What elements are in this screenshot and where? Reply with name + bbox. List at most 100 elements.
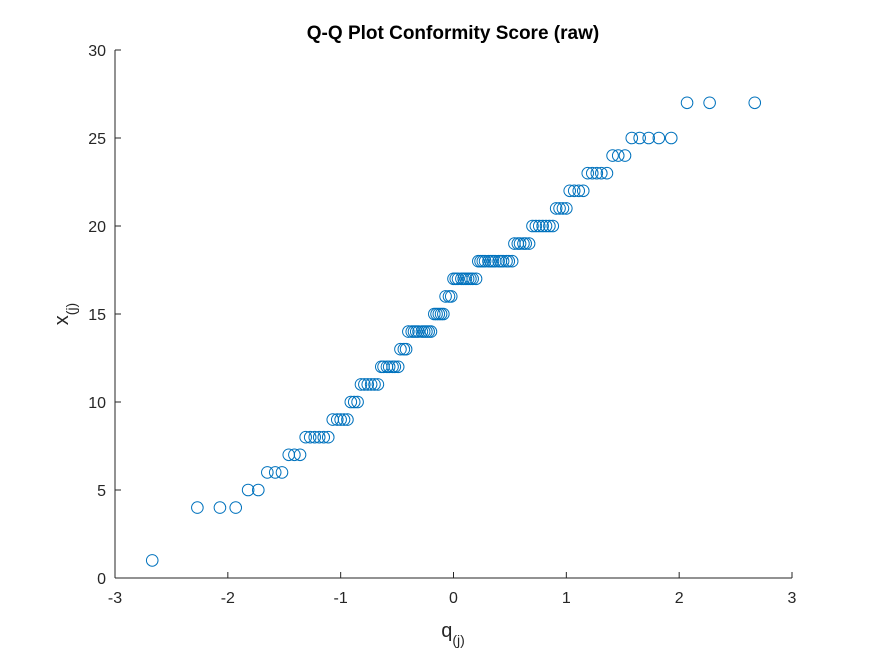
x-tick-label: -3	[108, 590, 122, 607]
y-axis-label-base: x	[51, 315, 73, 325]
data-point	[581, 166, 595, 180]
data-point	[563, 184, 577, 198]
x-axis-label: q(j)	[441, 620, 465, 648]
y-axis-label-subscript: (j)	[63, 303, 79, 315]
data-point	[442, 290, 456, 303]
data-point	[560, 202, 573, 215]
data-point	[539, 219, 553, 233]
data-point	[251, 483, 265, 497]
x-tick-label: 1	[562, 590, 571, 607]
data-point	[553, 202, 566, 215]
data-point	[364, 378, 378, 391]
data-point	[444, 290, 458, 303]
data-point	[382, 360, 396, 374]
y-tick-label: 0	[97, 571, 106, 588]
data-point	[466, 272, 479, 286]
data-point	[293, 448, 307, 462]
data-point	[522, 237, 536, 250]
data-point	[213, 501, 227, 514]
data-point	[439, 290, 452, 303]
axes: -3 -2 -1 0 1 2 3 0 5 10 15 20 25 30	[88, 43, 796, 607]
x-axis-label-subscript: (j)	[452, 632, 464, 648]
data-point	[191, 501, 204, 514]
data-point	[268, 466, 282, 479]
data-point	[402, 325, 415, 338]
data-point	[513, 237, 527, 250]
data-point	[321, 430, 335, 444]
data-point	[354, 378, 368, 391]
data-point	[288, 448, 301, 462]
y-tick-label: 20	[88, 219, 106, 236]
x-tick-label: -2	[221, 590, 235, 607]
data-point	[543, 219, 556, 233]
data-point	[312, 430, 326, 444]
data-point	[652, 131, 666, 145]
data-point	[529, 219, 543, 233]
data-point	[344, 395, 358, 409]
data-point	[703, 96, 716, 110]
x-tick-label: 2	[675, 590, 684, 607]
y-tick-label: 5	[97, 483, 106, 500]
data-point	[334, 413, 347, 426]
chart-title: Q-Q Plot Conformity Score (raw)	[307, 23, 599, 44]
data-point	[424, 325, 438, 338]
data-point	[394, 342, 407, 356]
data-point	[642, 131, 656, 145]
data-point	[347, 395, 361, 409]
data-point	[358, 378, 371, 391]
data-point	[556, 202, 570, 215]
data-point	[303, 430, 317, 444]
data-point	[317, 430, 331, 444]
data-point	[241, 483, 255, 497]
data-point	[330, 413, 344, 426]
data-point	[505, 254, 519, 268]
y-tick-label: 15	[88, 307, 106, 324]
data-point	[526, 219, 539, 233]
data-point	[549, 202, 563, 215]
data-point	[532, 219, 546, 233]
data-point	[437, 307, 450, 321]
data-point	[611, 149, 625, 162]
data-point	[664, 131, 678, 145]
data-point	[567, 184, 581, 198]
data-point	[633, 131, 646, 145]
data-point	[361, 378, 375, 391]
data-point	[576, 184, 590, 198]
data-point	[590, 166, 604, 180]
data-point	[451, 272, 465, 286]
data-point	[748, 96, 762, 110]
data-point	[341, 413, 354, 426]
x-tick-label: -1	[334, 590, 348, 607]
x-tick-label: 3	[788, 590, 797, 607]
x-tick-label: 0	[449, 590, 458, 607]
data-point	[397, 342, 411, 356]
data-point	[595, 166, 608, 180]
y-tick-label: 10	[88, 395, 106, 412]
data-point	[412, 325, 425, 338]
data-point	[275, 466, 289, 479]
data-points	[145, 96, 762, 567]
data-point	[371, 378, 385, 391]
data-point	[388, 360, 402, 374]
data-point	[680, 96, 694, 110]
y-tick-label: 30	[88, 43, 106, 60]
data-point	[229, 501, 243, 514]
data-point	[145, 554, 159, 567]
data-point	[600, 166, 614, 180]
data-point	[585, 166, 599, 180]
data-point	[261, 466, 274, 479]
data-point	[478, 254, 492, 268]
data-point	[308, 430, 322, 444]
data-point	[368, 378, 381, 391]
data-point	[572, 184, 586, 198]
data-point	[606, 149, 619, 162]
data-point	[546, 219, 560, 233]
data-point	[299, 430, 312, 444]
data-point	[536, 219, 549, 233]
y-ticks: 0 5 10 15 20 25 30	[88, 43, 121, 588]
data-point	[469, 272, 483, 286]
data-point	[351, 395, 364, 409]
data-point	[496, 254, 510, 268]
